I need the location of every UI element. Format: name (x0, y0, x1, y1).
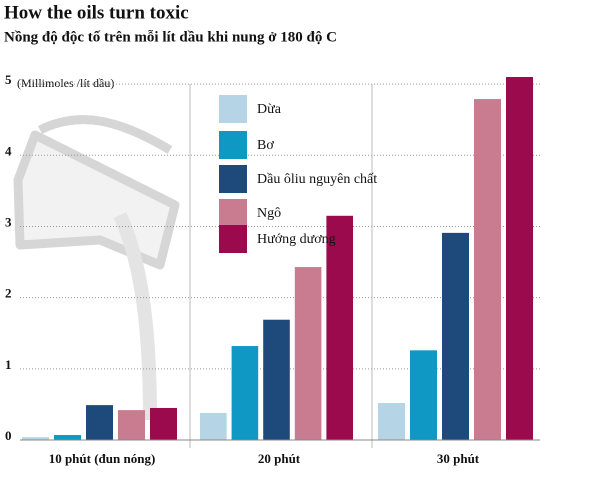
bar (410, 350, 437, 440)
bar (326, 215, 353, 440)
bar (474, 99, 501, 441)
legend-swatch (219, 225, 247, 253)
bar (263, 319, 290, 440)
legend-swatch (219, 95, 247, 123)
x-tick-label: 30 phút (437, 451, 480, 466)
y-tick-label: 4 (5, 143, 12, 158)
bar (22, 437, 49, 440)
legend-label: Ngô (257, 206, 281, 221)
bar (200, 412, 227, 440)
bar (294, 267, 322, 440)
y-tick-label: 2 (5, 286, 12, 301)
legend-label: Dầu ôliu nguyên chất (257, 172, 377, 187)
chart-title: How the oils turn toxic (4, 2, 189, 23)
legend-swatch (219, 165, 247, 193)
y-tick-label: 3 (5, 214, 12, 229)
legend-swatch (219, 199, 247, 227)
jug-illustration (13, 115, 180, 421)
y-axis-label: (Millimoles /lít dầu) (17, 76, 114, 90)
legend-label: Dừa (257, 102, 282, 117)
x-tick-label: 20 phút (258, 451, 301, 466)
bar (442, 232, 469, 440)
bar (86, 405, 113, 440)
y-tick-label: 5 (5, 72, 12, 87)
bar (231, 346, 259, 440)
legend-label: Hướng dương (257, 232, 336, 247)
bar (150, 407, 177, 440)
bar (506, 77, 533, 440)
y-tick-label: 1 (5, 357, 12, 372)
chart-subtitle: Nồng độ độc tố trên mỗi lít dầu khi nung… (4, 29, 337, 45)
bar (378, 402, 405, 440)
x-tick-label: 10 phút (đun nóng) (49, 451, 156, 466)
y-tick-label: 0 (5, 428, 12, 443)
bar (54, 435, 81, 440)
bar (118, 410, 145, 440)
legend-swatch (219, 131, 247, 159)
legend-label: Bơ (257, 138, 274, 153)
